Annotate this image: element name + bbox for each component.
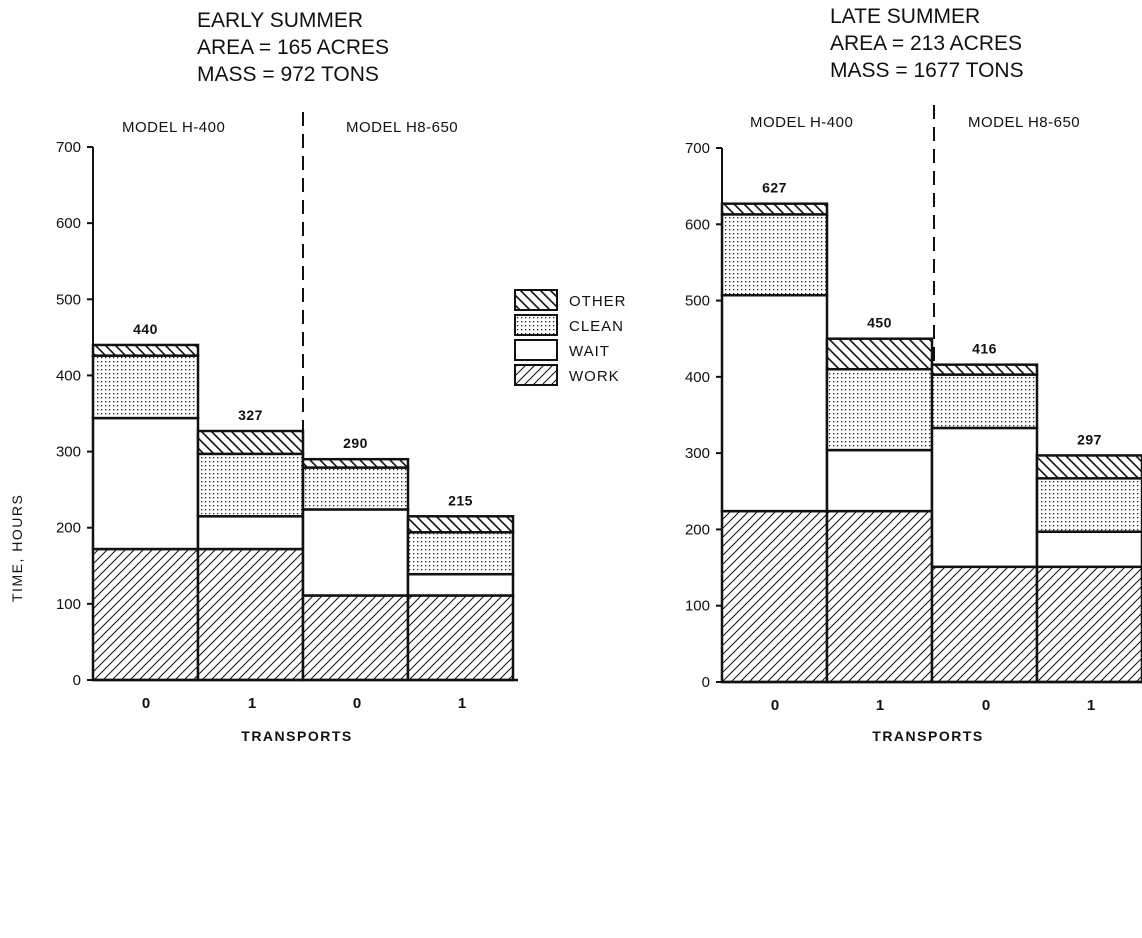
y-tick-label: 400	[685, 369, 710, 386]
category-label: 1	[876, 697, 884, 714]
bar-total-label: 290	[343, 435, 368, 451]
bar-segment-wait	[720, 293, 829, 513]
bar-segment-clean	[406, 531, 515, 576]
title-line-1: EARLY SUMMER	[197, 9, 363, 32]
category-label: 0	[142, 695, 150, 712]
y-tick-label: 200	[685, 521, 710, 538]
x-axis-label: TRANSPORTS	[872, 728, 983, 744]
category-label: 1	[458, 695, 466, 712]
legend-swatch-other	[514, 289, 558, 311]
title-line-3: MASS = 972 TONS	[197, 63, 379, 86]
group-label-h8-650: MODEL H8-650	[968, 114, 1080, 131]
category-label: 1	[1087, 697, 1095, 714]
bar-segment-work	[1035, 565, 1142, 684]
legend-item-work: WORK	[514, 364, 620, 386]
bar-segment-work	[196, 547, 305, 682]
y-tick-label: 400	[56, 367, 81, 384]
bar-segment-other	[301, 457, 410, 469]
bar-segment-other	[1035, 454, 1142, 480]
panel-early-summer: EARLY SUMMER AREA = 165 ACRES MASS = 972…	[9, 9, 518, 744]
bar-segment-clean	[301, 466, 410, 511]
bar-segment-other	[91, 343, 200, 357]
bars: 627 450 416 297	[720, 180, 1142, 684]
category-label: 0	[982, 697, 990, 714]
y-tick-label: 300	[56, 444, 81, 461]
chart-title: LATE SUMMER AREA = 213 ACRES MASS = 1677…	[830, 5, 1024, 82]
y-tick-label: 600	[56, 215, 81, 232]
y-tick-label: 300	[685, 445, 710, 462]
title-line-2: AREA = 165 ACRES	[197, 36, 389, 59]
y-ticks: 0 100 200 300 400 500 600 700	[685, 140, 722, 691]
bar-segment-clean	[825, 367, 934, 452]
legend-label-other: OTHER	[569, 293, 627, 310]
y-tick-label: 700	[685, 140, 710, 157]
legend-item-wait: WAIT	[514, 339, 610, 361]
group-label-h400: MODEL H-400	[750, 114, 853, 131]
bar-total-label: 416	[972, 341, 997, 357]
title-line-2: AREA = 213 ACRES	[830, 32, 1022, 55]
bar-total-label: 450	[867, 315, 892, 331]
y-tick-label: 200	[56, 520, 81, 537]
bar-segment-clean	[720, 213, 829, 297]
bar-total-label: 215	[448, 492, 473, 508]
y-tick-label: 0	[702, 674, 710, 691]
y-ticks: 0 100 200 300 400 500 600 700	[56, 139, 93, 689]
legend-item-other: OTHER	[514, 289, 627, 311]
legend-label-work: WORK	[569, 368, 620, 385]
bar-segment-other	[825, 337, 934, 371]
bar-segment-wait	[1035, 530, 1142, 569]
legend-item-clean: CLEAN	[514, 314, 624, 336]
bar-segment-other	[720, 202, 829, 216]
y-tick-label: 500	[56, 291, 81, 308]
bar-total-label: 440	[133, 321, 158, 337]
category-label: 0	[353, 695, 361, 712]
bar-segment-wait	[301, 508, 410, 597]
bar-segment-wait	[91, 416, 200, 551]
bar-total-label: 297	[1077, 431, 1102, 447]
bar-segment-other	[196, 429, 305, 456]
y-tick-label: 0	[73, 672, 81, 689]
chart-title: EARLY SUMMER AREA = 165 ACRES MASS = 972…	[197, 9, 389, 86]
bar-segment-work	[825, 509, 934, 684]
x-axis-label: TRANSPORTS	[241, 728, 352, 744]
bar-segment-work	[91, 547, 200, 682]
bar-segment-wait	[406, 572, 515, 597]
bar-segment-work	[301, 594, 410, 682]
bar-segment-work	[930, 565, 1039, 684]
bar-total-label: 627	[762, 180, 787, 196]
y-tick-label: 100	[685, 598, 710, 615]
bars: 440 327 290 215	[91, 321, 515, 682]
title-line-3: MASS = 1677 TONS	[830, 59, 1024, 82]
category-label: 1	[248, 695, 256, 712]
legend-swatch-wait	[514, 339, 558, 361]
bar-segment-work	[720, 509, 829, 684]
y-tick-label: 100	[56, 596, 81, 613]
bar-segment-other	[406, 515, 515, 534]
group-label-h8-650: MODEL H8-650	[346, 119, 458, 136]
bar-segment-other	[930, 363, 1039, 376]
group-label-h400: MODEL H-400	[122, 119, 225, 136]
y-axis-label: TIME, HOURS	[9, 494, 25, 602]
y-tick-label: 500	[685, 293, 710, 310]
legend-label-clean: CLEAN	[569, 318, 624, 335]
y-tick-label: 600	[685, 216, 710, 233]
legend-swatch-work	[514, 364, 558, 386]
bar-segment-clean	[930, 373, 1039, 430]
bar-segment-clean	[196, 452, 305, 518]
legend-swatch-clean	[514, 314, 558, 336]
bar-total-label: 327	[238, 407, 263, 423]
bar-segment-clean	[1035, 477, 1142, 533]
category-label: 0	[771, 697, 779, 714]
legend-label-wait: WAIT	[569, 343, 610, 360]
bar-segment-wait	[196, 515, 305, 551]
bar-segment-work	[406, 594, 515, 682]
y-tick-label: 700	[56, 139, 81, 156]
bar-segment-clean	[91, 354, 200, 420]
panel-late-summer: LATE SUMMER AREA = 213 ACRES MASS = 1677…	[685, 5, 1142, 744]
legend: OTHER CLEAN WAIT WORK	[514, 289, 627, 386]
bar-segment-wait	[930, 426, 1039, 569]
bar-segment-wait	[825, 448, 934, 513]
title-line-1: LATE SUMMER	[830, 5, 980, 28]
